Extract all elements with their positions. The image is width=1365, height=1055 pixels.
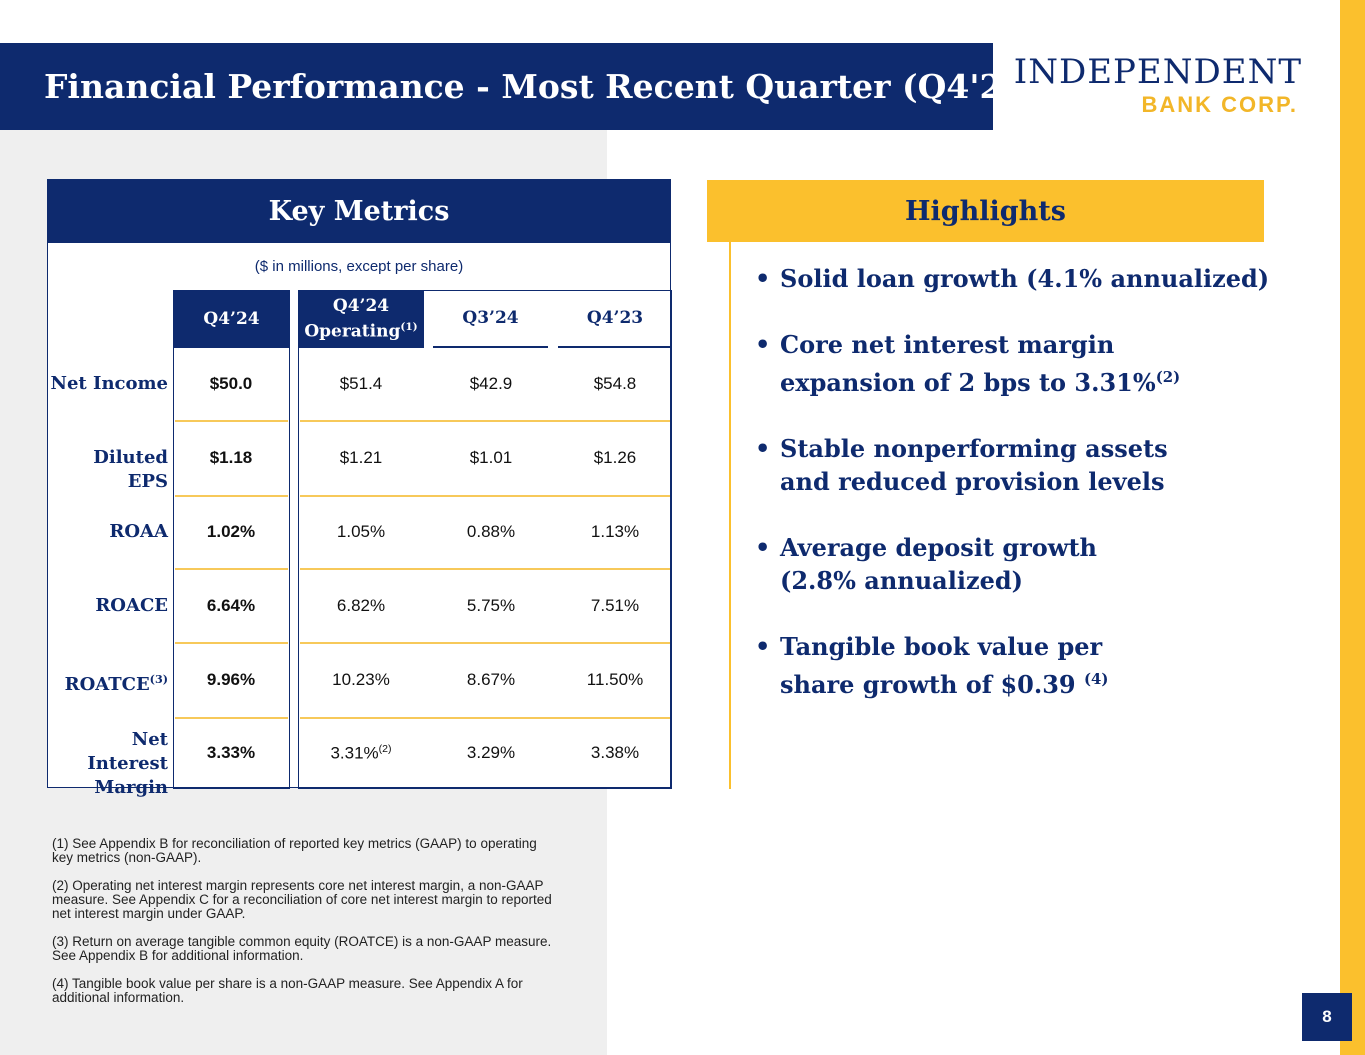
highlight-item: Average deposit growth (2.8% annualized)	[755, 531, 1180, 597]
cell-value: $54.8	[593, 374, 637, 393]
slide-title: Financial Performance - Most Recent Quar…	[44, 67, 1041, 106]
row-separator	[300, 495, 670, 497]
cell-value: 5.75%	[466, 596, 516, 615]
cell-value: $1.26	[593, 448, 637, 467]
company-logo: INDEPENDENT BANK CORP.	[1014, 52, 1302, 122]
highlight-item: Core net interest margin expansion of 2 …	[755, 328, 1225, 399]
cell-value: 11.50%	[586, 670, 644, 689]
column-header-q4-23: Q4’23	[586, 307, 644, 328]
key-metrics-panel: Key Metrics ($ in millions, except per s…	[47, 179, 672, 798]
row-separator	[300, 568, 670, 570]
logo-line2: BANK CORP.	[1141, 92, 1298, 117]
row-label-roace: ROACE	[95, 595, 168, 616]
row-label-net-income: Net Income	[50, 373, 168, 394]
cell-value: 3.33%	[206, 743, 256, 762]
highlight-item: Stable nonperforming assets and reduced …	[755, 432, 1210, 498]
row-separator	[300, 717, 670, 719]
row-separator	[175, 642, 288, 644]
row-separator	[175, 420, 288, 422]
cell-value: $1.18	[209, 448, 253, 467]
key-metrics-heading: Key Metrics	[48, 180, 670, 243]
highlight-item: Tangible book value per share growth of …	[755, 630, 1180, 701]
row-separator	[300, 420, 670, 422]
cell-value: $51.4	[339, 374, 383, 393]
key-metrics-note: ($ in millions, except per share)	[254, 258, 464, 275]
cell-value: 10.23%	[332, 670, 390, 689]
footnotes: (1) See Appendix B for reconciliation of…	[52, 837, 552, 1019]
cell-value: 1.02%	[206, 522, 256, 541]
cell-value: 1.13%	[590, 522, 640, 541]
column-header-underline	[433, 346, 548, 348]
cell-value: 7.51%	[590, 596, 640, 615]
footnote-1: (1) See Appendix B for reconciliation of…	[52, 836, 537, 865]
cell-value: 1.05%	[336, 522, 386, 541]
logo-line1: INDEPENDENT	[1013, 52, 1302, 92]
cell-value: 9.96%	[206, 670, 256, 689]
highlights-divider	[729, 242, 731, 789]
column-header-q4-24-operating: Q4’24 Operating(1)	[298, 290, 424, 348]
row-label-roaa: ROAA	[109, 521, 168, 542]
cell-value: 6.82%	[336, 596, 386, 615]
column-box-comparisons	[298, 290, 672, 789]
page-number: 8	[1302, 993, 1352, 1041]
cell-value: $1.01	[469, 448, 513, 467]
cell-value: 6.64%	[206, 596, 256, 615]
row-separator	[175, 568, 288, 570]
cell-value: $1.21	[339, 448, 383, 467]
cell-value: $42.9	[469, 374, 513, 393]
row-separator	[175, 717, 288, 719]
row-separator	[300, 642, 670, 644]
column-header-q4-24: Q4’24	[173, 290, 290, 348]
cell-value: 3.38%	[590, 743, 640, 762]
right-accent-bar	[1340, 0, 1365, 1055]
row-label-net-interest-margin: Net Interest Margin	[87, 729, 168, 798]
title-banner: Financial Performance - Most Recent Quar…	[0, 43, 1041, 130]
row-label-diluted-eps: Diluted EPS	[93, 447, 168, 492]
cell-value: $50.0	[209, 374, 253, 393]
row-label-roatce: ROATCE(3)	[64, 673, 168, 695]
footnote-3: (3) Return on average tangible common eq…	[52, 934, 552, 963]
footnote-4: (4) Tangible book value per share is a n…	[52, 976, 523, 1005]
cell-value-with-footnote: 3.31%(2)	[330, 743, 392, 763]
cell-value: 8.67%	[466, 670, 516, 689]
highlight-item: Solid loan growth (4.1% annualized)	[755, 262, 1295, 295]
column-header-q3-24: Q3’24	[462, 307, 519, 328]
footnote-2: (2) Operating net interest margin repres…	[52, 878, 552, 921]
cell-value: 0.88%	[466, 522, 516, 541]
column-header-underline	[558, 346, 672, 348]
highlights-list: Solid loan growth (4.1% annualized) Core…	[755, 262, 1295, 734]
cell-value: 3.29%	[466, 743, 516, 762]
row-separator	[175, 495, 288, 497]
highlights-heading: Highlights	[707, 180, 1264, 242]
